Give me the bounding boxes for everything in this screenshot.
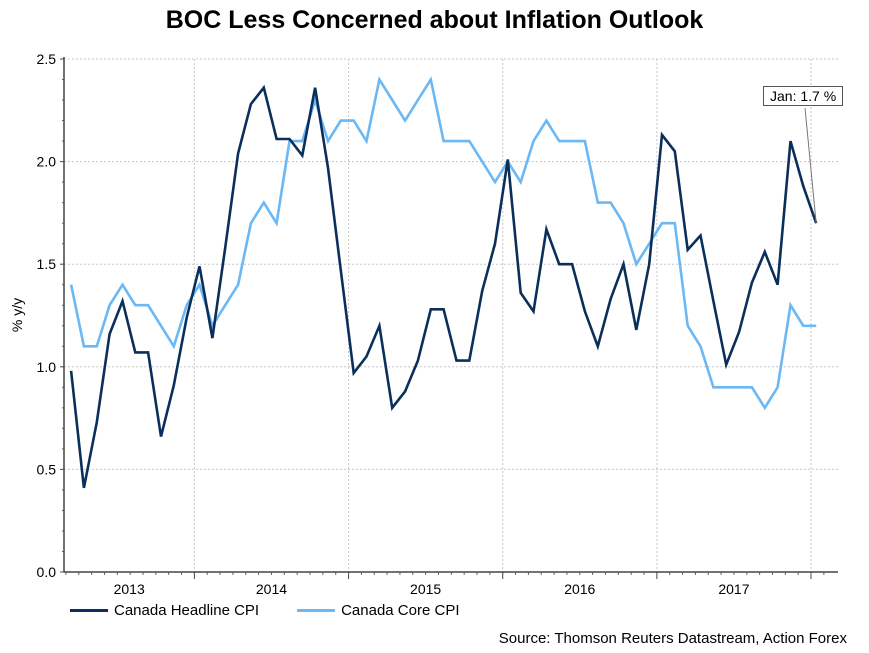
y-tick-label: 2.5 [37, 51, 57, 67]
x-tick-label: 2014 [256, 581, 287, 597]
legend-swatch-core [297, 609, 336, 612]
y-axis-label: % y/y [9, 298, 25, 332]
y-tick-label: 0.0 [37, 564, 57, 580]
legend-label-core: Canada Core CPI [341, 602, 460, 619]
annotation-leader [804, 107, 817, 224]
y-tick-label: 0.5 [37, 461, 57, 477]
source-note: Source: Thomson Reuters Datastream, Acti… [498, 630, 847, 647]
annotation-label: Jan: 1.7 % [763, 86, 844, 106]
series-line-core [69, 76, 817, 411]
chart-title: BOC Less Concerned about Inflation Outlo… [165, 6, 704, 34]
x-tick-label: 2017 [718, 581, 749, 597]
y-tick-label: 2.0 [37, 154, 57, 170]
series-line-headline [69, 84, 818, 489]
legend-label-headline: Canada Headline CPI [114, 602, 260, 619]
legend-item-core: Canada Core CPI [297, 602, 460, 619]
x-tick-label: 2015 [410, 581, 441, 597]
y-tick-label: 1.0 [37, 359, 57, 375]
legend: Canada Headline CPI Canada Core CPI [70, 602, 498, 619]
legend-swatch-headline [70, 609, 108, 612]
legend-item-headline: Canada Headline CPI [70, 602, 259, 619]
x-tick-label: 2013 [114, 581, 145, 597]
x-tick-label: 2016 [564, 581, 595, 597]
y-tick-label: 1.5 [37, 256, 57, 272]
